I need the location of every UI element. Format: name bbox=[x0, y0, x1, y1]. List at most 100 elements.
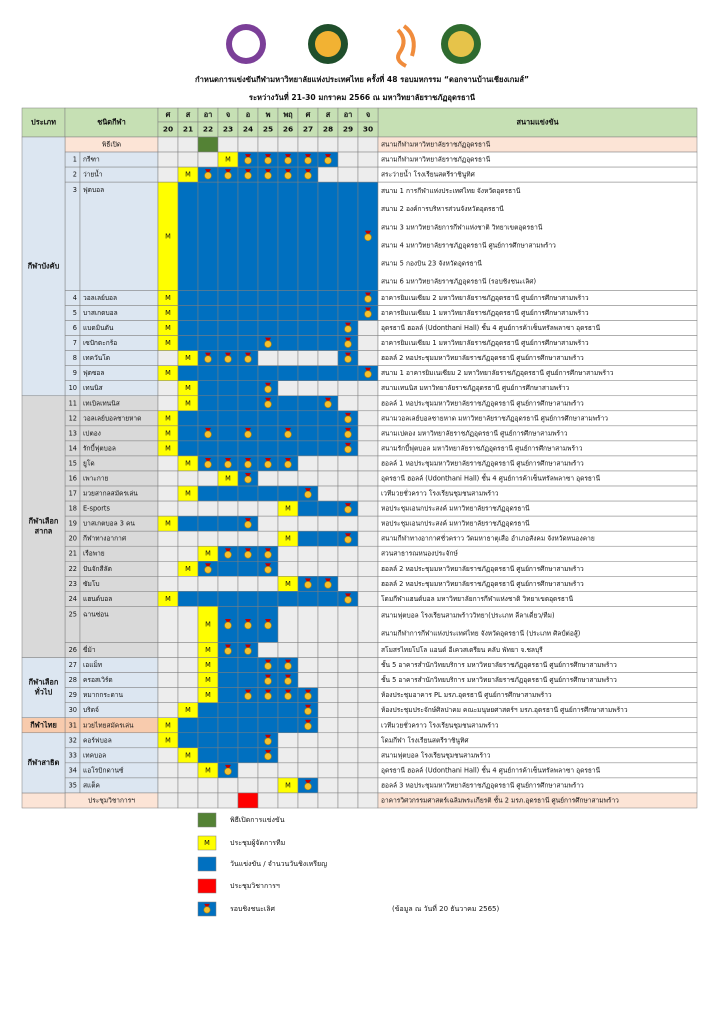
empty-cell bbox=[317, 732, 339, 749]
empty-cell bbox=[217, 136, 239, 153]
medal-ribbon bbox=[204, 903, 210, 909]
status-cell bbox=[237, 657, 259, 673]
empty-cell bbox=[297, 350, 319, 366]
date: 26 bbox=[283, 125, 293, 134]
medal-ribbon bbox=[285, 154, 291, 160]
row-number: 27 bbox=[69, 661, 77, 669]
empty-cell bbox=[337, 485, 359, 502]
empty-cell bbox=[157, 792, 179, 809]
medal-ribbon bbox=[285, 427, 291, 433]
empty-cell bbox=[357, 335, 379, 351]
venue: อุดรธานี ฮอลล์ (Udonthani Hall) ชั้น 4 ศ… bbox=[381, 765, 601, 774]
status-cell bbox=[197, 485, 219, 502]
sport-name: สแต็ค bbox=[83, 780, 100, 789]
status-cell bbox=[237, 485, 259, 502]
medal bbox=[284, 430, 292, 439]
empty-cell bbox=[337, 515, 359, 532]
row-number: 21 bbox=[69, 550, 77, 558]
medal-ribbon bbox=[265, 674, 271, 680]
medal bbox=[264, 692, 272, 700]
empty-cell bbox=[357, 440, 379, 457]
status-cell bbox=[237, 440, 259, 457]
empty-cell bbox=[357, 136, 379, 153]
venue-cell bbox=[377, 792, 698, 809]
status-cell bbox=[257, 702, 279, 718]
medal bbox=[284, 156, 292, 165]
medal-ribbon bbox=[325, 578, 331, 584]
status-cell bbox=[197, 410, 219, 427]
venue: อาคารยิมเนเซียม 1 มหาวิทยาลัยราชภัฏอุดรธ… bbox=[381, 309, 589, 317]
sport-name: กรีฑา bbox=[83, 156, 100, 164]
empty-cell bbox=[257, 777, 279, 794]
medal bbox=[244, 520, 252, 529]
legend-label: วันแข่งขัน / จำนวนวันชิงเหรียญ bbox=[230, 860, 327, 868]
date: 30 bbox=[363, 125, 373, 134]
venue: หอประชุมเอนกประสงค์ มหาวิทยาลัยราชภัฏอุด… bbox=[381, 505, 530, 513]
row-number: 28 bbox=[69, 676, 77, 684]
medal-ribbon bbox=[245, 689, 251, 695]
empty-cell bbox=[237, 777, 259, 794]
status-cell bbox=[297, 410, 319, 427]
status-cell bbox=[217, 380, 239, 397]
status-cell bbox=[177, 440, 199, 457]
empty-cell bbox=[197, 151, 219, 168]
title: กำหนดการแข่งขันกีฬามหาวิทยาลัยแห่งประเทศ… bbox=[195, 73, 529, 84]
meeting-mark: M bbox=[205, 691, 211, 699]
empty-cell bbox=[337, 732, 359, 749]
empty-cell bbox=[357, 545, 379, 562]
empty-cell bbox=[317, 762, 339, 779]
sport-name: วอลเลย์บอลชายหาด bbox=[83, 414, 141, 422]
category-cell bbox=[21, 136, 66, 397]
status-cell bbox=[177, 425, 199, 442]
medal bbox=[304, 782, 312, 791]
status-cell bbox=[177, 320, 199, 336]
status-cell bbox=[217, 672, 239, 688]
medal bbox=[204, 460, 212, 469]
medal-ribbon bbox=[345, 427, 351, 433]
meeting-mark: M bbox=[285, 580, 291, 588]
status-cell bbox=[217, 591, 239, 607]
row-number: 3 bbox=[73, 186, 77, 194]
status-cell bbox=[237, 365, 259, 381]
status-cell bbox=[217, 290, 239, 306]
empty-cell bbox=[157, 687, 179, 703]
empty-cell bbox=[317, 702, 339, 718]
medal-ribbon bbox=[305, 169, 311, 175]
status-cell bbox=[237, 591, 259, 607]
status-cell bbox=[277, 702, 299, 718]
status-cell bbox=[217, 305, 239, 321]
sport-name: เทนนิส bbox=[83, 384, 103, 392]
medal bbox=[224, 767, 232, 776]
medal bbox=[224, 460, 232, 469]
medal bbox=[264, 677, 272, 685]
meeting-mark: M bbox=[185, 354, 191, 362]
status-cell bbox=[197, 747, 219, 764]
venue: สโมสรไทยโปโล แอนด์ อีเควสเตรียน คลับ พัท… bbox=[381, 646, 543, 654]
medal-ribbon bbox=[345, 337, 351, 343]
row-number: 10 bbox=[69, 384, 77, 392]
empty-cell bbox=[197, 792, 219, 809]
venue: สนามกีฬามหาวิทยาลัยราชภัฏอุดรธานี bbox=[381, 141, 491, 149]
empty-cell bbox=[177, 777, 199, 794]
status-cell bbox=[277, 591, 299, 607]
empty-cell bbox=[357, 762, 379, 779]
medal bbox=[304, 707, 312, 715]
sport-name: ฟุตซอล bbox=[83, 369, 104, 377]
medal-ribbon bbox=[365, 292, 371, 298]
medal-ribbon bbox=[365, 230, 371, 236]
empty-cell bbox=[197, 530, 219, 547]
medal-ribbon bbox=[305, 578, 311, 584]
date: 22 bbox=[203, 125, 213, 134]
meeting-mark: M bbox=[165, 369, 171, 377]
status-cell bbox=[197, 717, 219, 734]
empty-cell bbox=[317, 455, 339, 472]
empty-cell bbox=[357, 642, 379, 658]
medal bbox=[364, 370, 372, 378]
sport-name: วอลเลย์บอล bbox=[83, 294, 117, 302]
status-cell bbox=[297, 320, 319, 336]
legend-label: รอบชิงชนะเลิศ bbox=[230, 905, 276, 913]
empty-cell bbox=[197, 470, 219, 487]
medal-ribbon bbox=[345, 593, 351, 599]
venue-cell bbox=[377, 606, 698, 643]
day-of-week: พฤ bbox=[283, 110, 293, 119]
